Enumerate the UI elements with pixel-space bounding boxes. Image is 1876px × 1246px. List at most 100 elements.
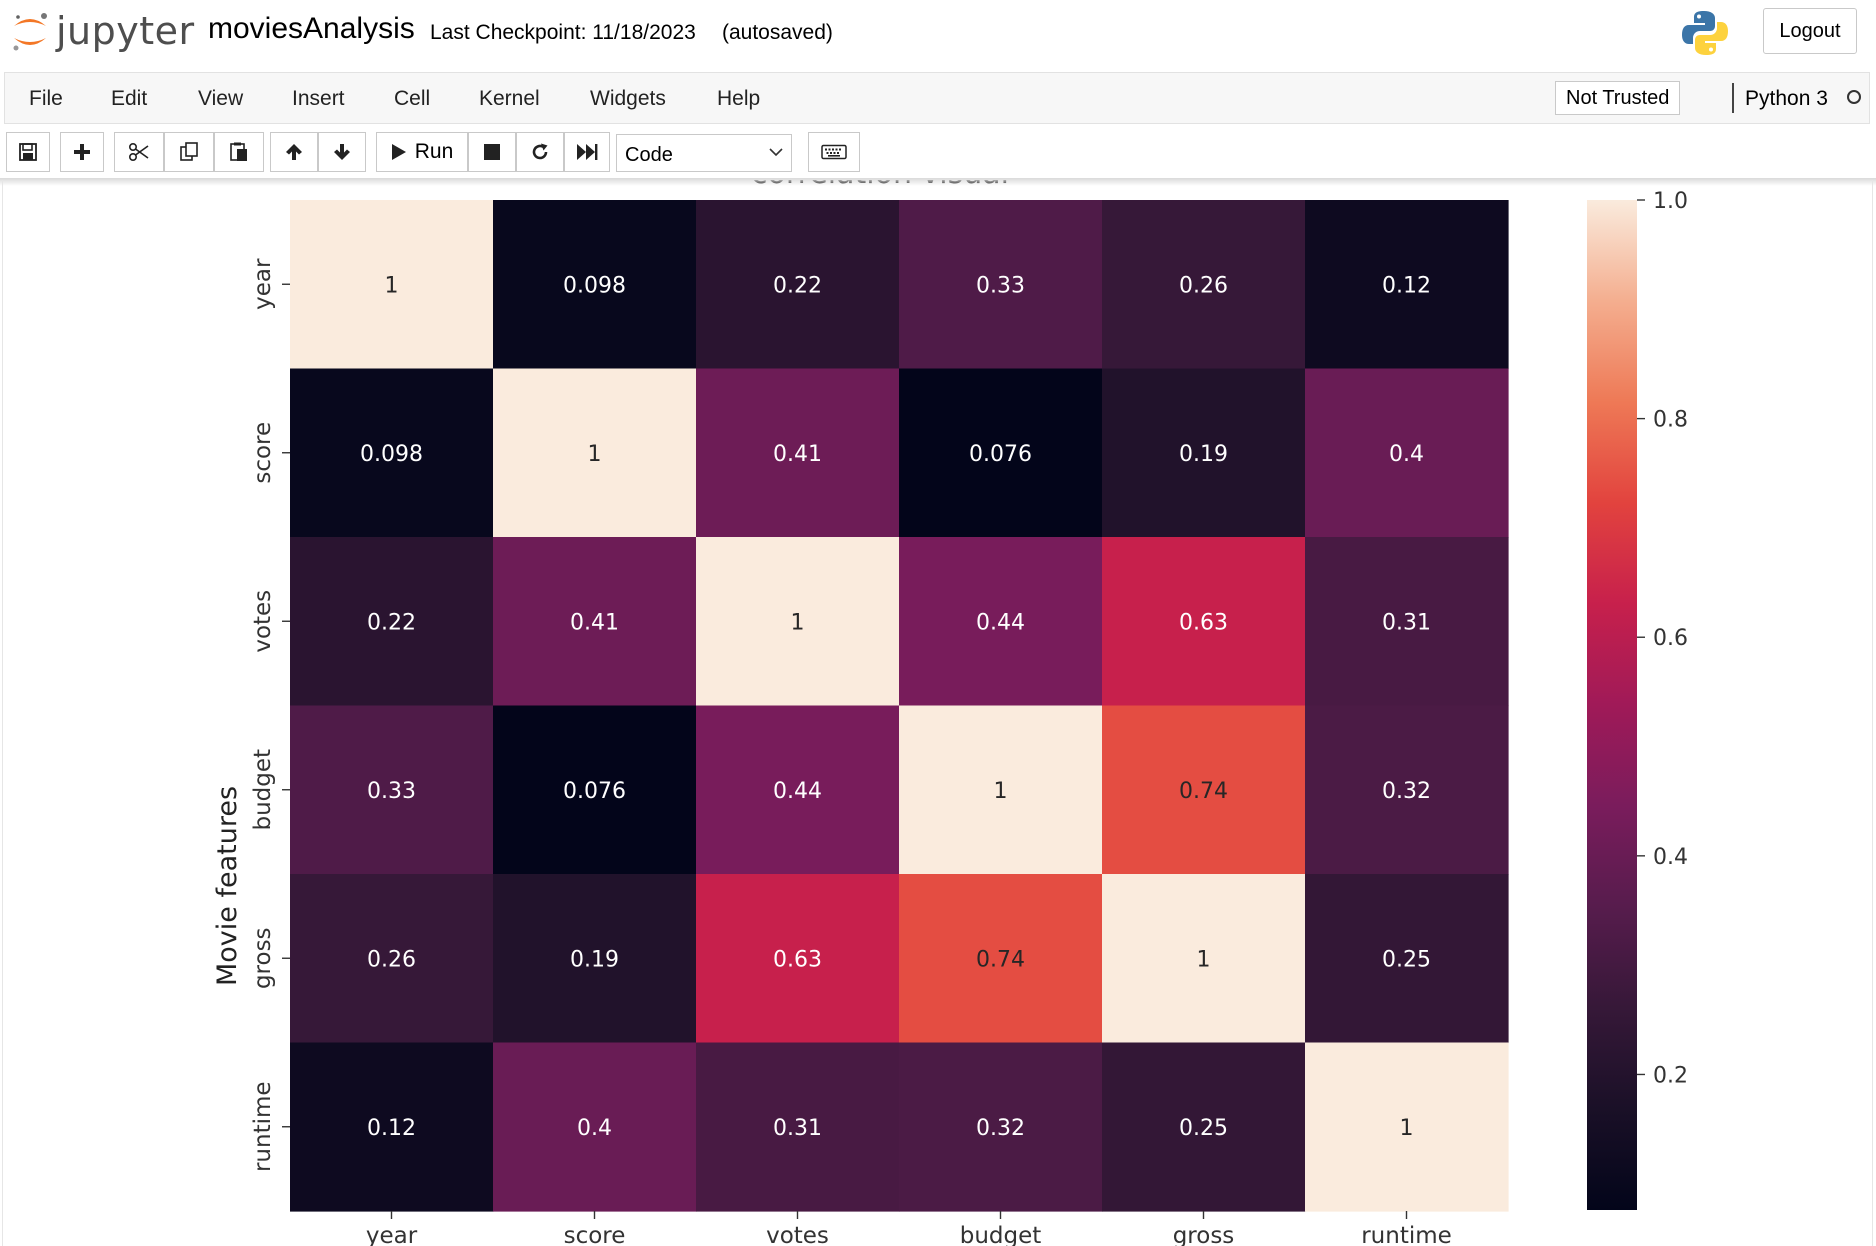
cell-label: 0.22 (773, 273, 822, 298)
cell-label: 1 (588, 442, 602, 467)
y-tick-label: votes (250, 590, 276, 653)
heatmap-cell-runtime-runtime (1305, 1042, 1509, 1212)
scissors-icon (128, 142, 149, 162)
y-axis-label: Movie features (212, 786, 243, 986)
heatmap-cell-budget-gross (1102, 705, 1306, 875)
jupyter-logo-icon (13, 13, 47, 51)
command-palette-button[interactable] (808, 132, 860, 172)
save-icon (19, 143, 37, 161)
colorbar-tick-label: 0.2 (1653, 1063, 1688, 1088)
heatmap-axes: year year score score votes votes budget budget… (250, 258, 1452, 1246)
x-tick-label: gross (1173, 1223, 1235, 1246)
plus-icon (74, 144, 90, 160)
cell-label: 1 (1400, 1116, 1414, 1141)
cell-label: 1 (1197, 947, 1211, 972)
save-button[interactable] (6, 132, 50, 172)
insert-cell-button[interactable] (60, 132, 104, 172)
notebook-left-border (2, 180, 3, 1246)
menu-insert[interactable]: Insert (292, 87, 345, 110)
x-tick-label: budget (960, 1223, 1042, 1246)
kernel-divider (1732, 83, 1734, 113)
jupyter-logo[interactable]: jupyter (10, 8, 195, 54)
toolbar-shadow (0, 178, 1876, 186)
cell-type-value: Code (625, 144, 673, 166)
menu-kernel[interactable]: Kernel (479, 87, 540, 110)
notebook-area: correlation visual 10.0980.220.330.260.1… (0, 180, 1876, 1246)
heatmap-cell-year-gross (1102, 200, 1306, 370)
heatmap-cell-votes-gross (1102, 537, 1306, 707)
cell-label: 0.44 (773, 779, 822, 804)
heatmap-cell-score-year (290, 368, 494, 538)
x-tick-label: score (564, 1223, 626, 1246)
menu-cell[interactable]: Cell (394, 87, 431, 110)
cell-label: 0.4 (577, 1116, 612, 1141)
toolbar: Run Code (0, 130, 1876, 178)
colorbar-tick-label: 0.4 (1653, 845, 1688, 870)
cell-label: 0.25 (1179, 1116, 1228, 1141)
cell-label: 0.076 (969, 442, 1032, 467)
run-label: Run (414, 140, 454, 163)
notebook-title[interactable]: moviesAnalysis (208, 12, 415, 45)
heatmap-cell-year-year (290, 200, 494, 370)
cell-label: 0.19 (570, 947, 619, 972)
heatmap-cell-year-score (493, 200, 697, 370)
cell-label: 0.74 (1179, 779, 1228, 804)
cell-label: 0.19 (1179, 442, 1228, 467)
run-button[interactable]: Run (376, 132, 468, 172)
colorbar: 1.0 0.8 0.6 0.4 0.2 (1587, 189, 1688, 1210)
interrupt-button[interactable] (468, 132, 516, 172)
kernel-name[interactable]: Python 3 (1745, 87, 1828, 110)
arrow-up-icon (286, 144, 302, 160)
y-tick-label: gross (250, 927, 276, 989)
colorbar-tick-label: 1.0 (1653, 189, 1688, 214)
copy-button[interactable] (164, 132, 214, 172)
cell-label: 0.4 (1389, 442, 1424, 467)
paste-button[interactable] (214, 132, 264, 172)
heatmap-cell-votes-runtime (1305, 537, 1509, 707)
restart-run-all-button[interactable] (564, 132, 610, 172)
heatmap-cell-gross-score (493, 874, 697, 1044)
x-tick-label: year (366, 1223, 418, 1246)
x-tick-label: runtime (1361, 1223, 1452, 1246)
menu-edit[interactable]: Edit (111, 87, 148, 110)
heatmap-cell-score-gross (1102, 368, 1306, 538)
checkpoint-status: Last Checkpoint: 11/18/2023 (430, 21, 696, 44)
move-down-button[interactable] (318, 132, 366, 172)
menu-view[interactable]: View (198, 87, 244, 110)
cell-label: 0.31 (1382, 610, 1431, 635)
kernel-idle-icon (1847, 90, 1861, 104)
trust-indicator-button[interactable]: Not Trusted (1555, 81, 1681, 115)
arrow-down-icon (334, 144, 350, 160)
cell-type-select[interactable]: Code (616, 134, 792, 172)
heatmap-cell-gross-runtime (1305, 874, 1509, 1044)
move-up-button[interactable] (270, 132, 318, 172)
menu-widgets[interactable]: Widgets (590, 87, 666, 110)
cell-label: 0.22 (367, 610, 416, 635)
cut-button[interactable] (114, 132, 164, 172)
menu-help[interactable]: Help (717, 87, 761, 110)
cell-label: 0.74 (976, 947, 1025, 972)
cell-label: 0.12 (1382, 273, 1431, 298)
heatmap-cell-score-budget (899, 368, 1103, 538)
paste-icon (230, 142, 247, 161)
heatmap-cell-runtime-budget (899, 1042, 1103, 1212)
cell-label: 0.31 (773, 1116, 822, 1141)
cell-label: 0.41 (773, 442, 822, 467)
colorbar-gradient (1587, 200, 1637, 1210)
heatmap-cells (290, 200, 1509, 1212)
copy-icon (180, 142, 198, 161)
restart-kernel-button[interactable] (516, 132, 564, 172)
cell-label: 0.33 (367, 779, 416, 804)
heatmap-cell-budget-year (290, 705, 494, 875)
y-tick-label: year (250, 258, 276, 310)
menu-file[interactable]: File (29, 87, 63, 110)
heatmap-cell-runtime-votes (696, 1042, 900, 1212)
heatmap-cell-budget-budget (899, 705, 1103, 875)
heatmap-cell-budget-votes (696, 705, 900, 875)
notebook-right-border (1872, 180, 1873, 1246)
autosave-status: (autosaved) (722, 21, 833, 44)
colorbar-tick-label: 0.6 (1653, 626, 1688, 651)
heatmap-cell-budget-runtime (1305, 705, 1509, 875)
logout-button[interactable]: Logout (1763, 8, 1857, 54)
menubar: File Edit View Insert Cell Kernel Widget… (4, 72, 1870, 124)
